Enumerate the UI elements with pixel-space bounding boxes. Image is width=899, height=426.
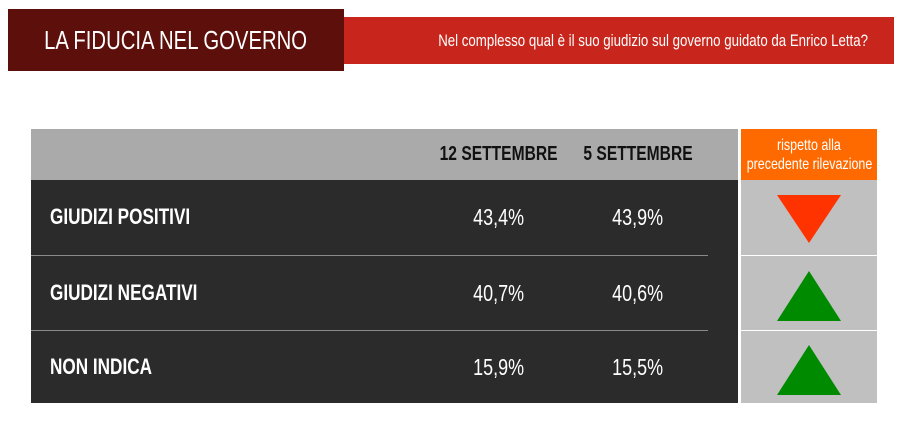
column-header-label: 12 SETTEMBRE xyxy=(440,143,558,165)
table-header xyxy=(31,129,738,180)
page-title: LA FIDUCIA NEL GOVERNO xyxy=(44,24,308,55)
survey-question: Nel complesso qual è il suo giudizio sul… xyxy=(438,30,868,50)
value-text: 43,9% xyxy=(612,203,664,230)
row-label-text: GIUDIZI POSITIVI xyxy=(50,204,191,229)
column-header-5-settembre: 5 SETTEMBRE xyxy=(568,129,708,180)
change-header-line-1: rispetto alla xyxy=(777,136,841,154)
table-row-non-indica: NON INDICA 15,9% 15,5% xyxy=(31,330,738,404)
value-text: 43,4% xyxy=(473,203,525,230)
row-label: GIUDIZI NEGATIVI xyxy=(50,256,239,330)
table-body xyxy=(31,180,738,403)
row-value-5-settembre: 15,5% xyxy=(578,330,698,404)
survey-question-box: Nel complesso qual è il suo giudizio sul… xyxy=(344,17,894,64)
table-row-giudizi-negativi: GIUDIZI NEGATIVI 40,7% 40,6% xyxy=(31,256,738,330)
row-value-12-settembre: 40,7% xyxy=(439,256,559,330)
column-header-label: 5 SETTEMBRE xyxy=(583,143,693,165)
value-text: 40,7% xyxy=(473,279,525,306)
row-value-5-settembre: 43,9% xyxy=(578,180,698,254)
page-title-box: LA FIDUCIA NEL GOVERNO xyxy=(8,9,344,71)
row-label-text: GIUDIZI NEGATIVI xyxy=(50,280,198,305)
value-text: 15,9% xyxy=(473,353,525,380)
table-row-giudizi-positivi: GIUDIZI POSITIVI 43,4% 43,9% xyxy=(31,180,738,254)
triangle-up-icon xyxy=(777,345,841,395)
change-divider xyxy=(741,330,877,331)
row-label-text: NON INDICA xyxy=(50,354,153,379)
row-label: NON INDICA xyxy=(50,330,181,404)
row-value-5-settembre: 40,6% xyxy=(578,256,698,330)
triangle-up-icon xyxy=(777,271,841,321)
row-value-12-settembre: 15,9% xyxy=(439,330,559,404)
row-divider xyxy=(31,330,708,331)
value-text: 40,6% xyxy=(612,279,664,306)
change-cell xyxy=(741,330,877,404)
row-divider xyxy=(31,255,708,256)
change-column-header: rispetto alla precedente rilevazione xyxy=(741,129,877,180)
change-divider xyxy=(741,255,877,256)
change-cell xyxy=(741,182,877,256)
column-header-12-settembre: 12 SETTEMBRE xyxy=(429,129,569,180)
triangle-down-icon xyxy=(777,195,841,243)
row-value-12-settembre: 43,4% xyxy=(439,180,559,254)
change-cell xyxy=(741,256,877,330)
change-header-line-2: precedente rilevazione xyxy=(746,155,872,173)
value-text: 15,5% xyxy=(612,353,664,380)
row-label: GIUDIZI POSITIVI xyxy=(50,180,230,254)
